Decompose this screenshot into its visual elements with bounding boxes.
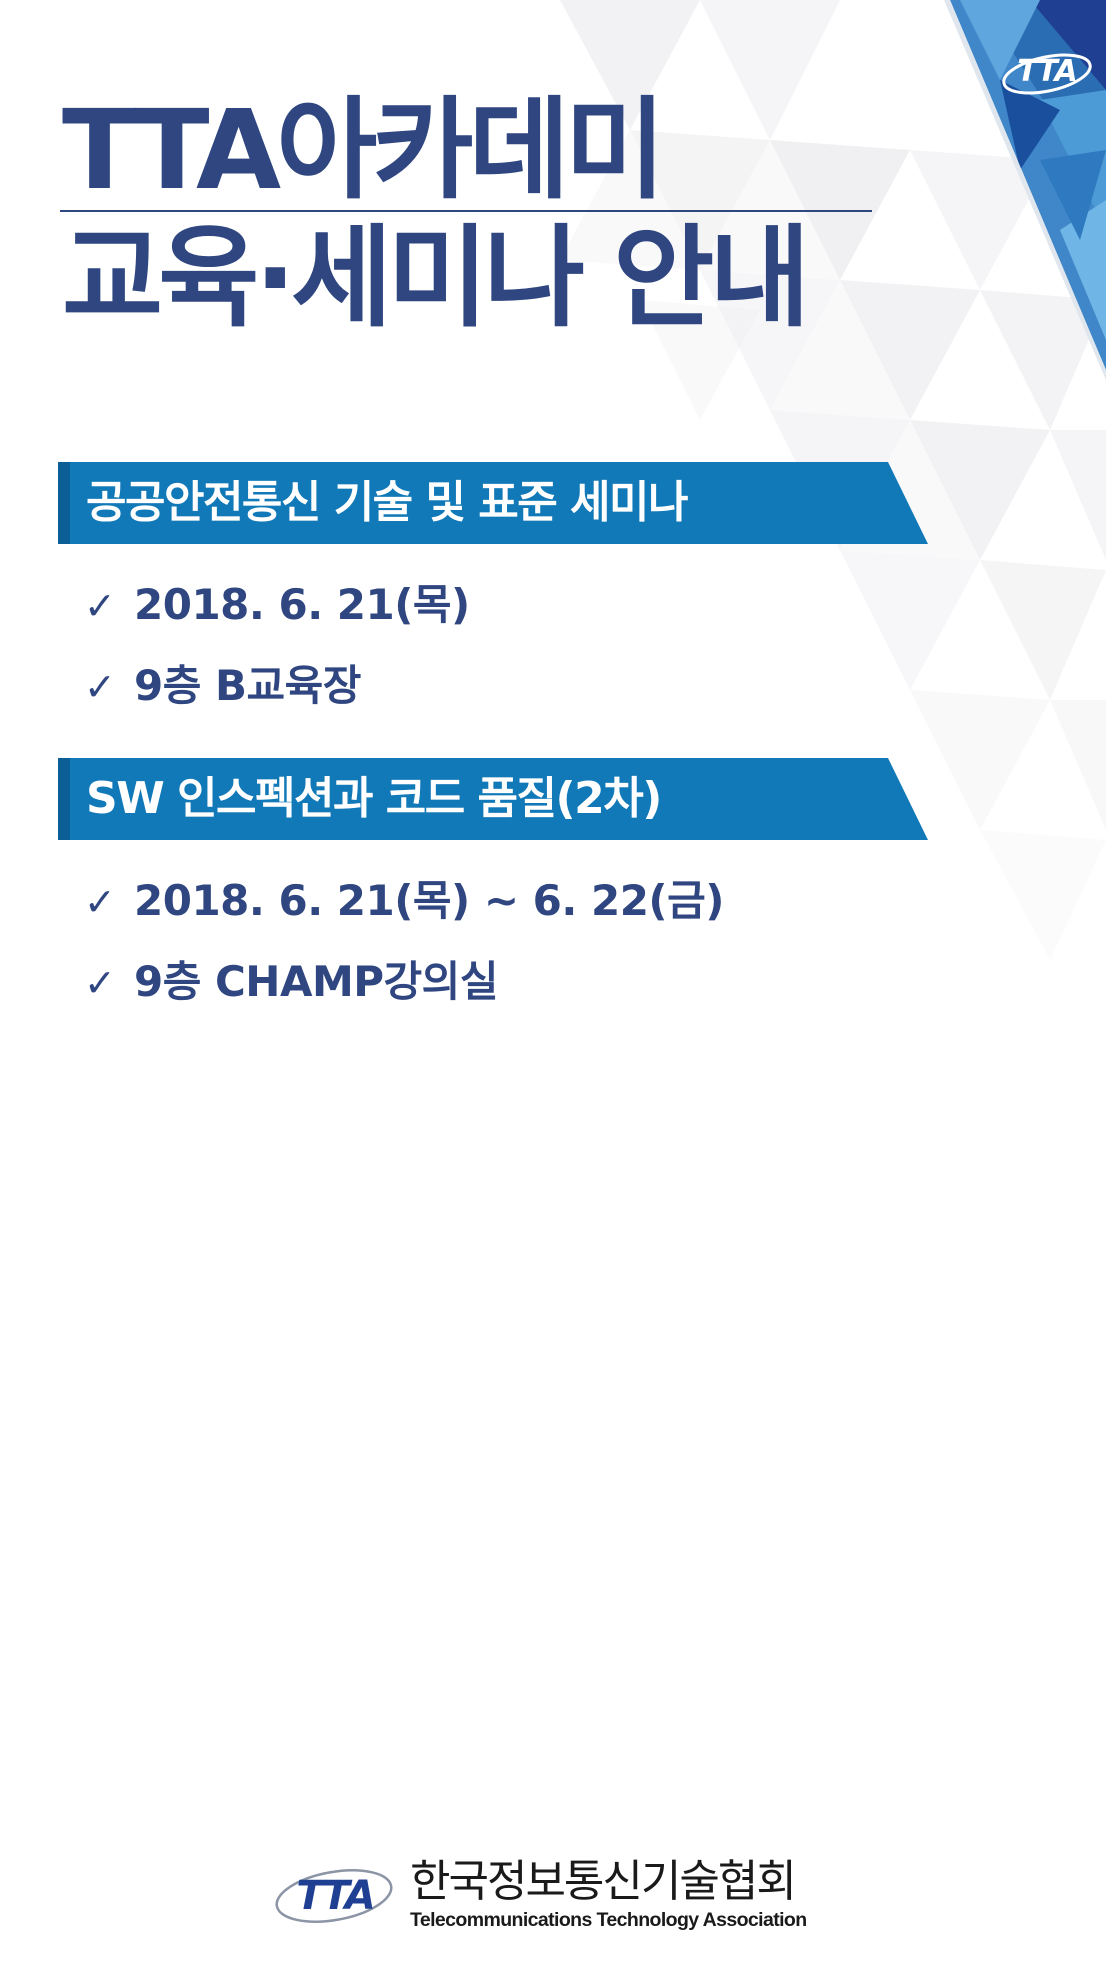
corner-logo-text: TTA [1017,54,1078,89]
tta-logo-mark: TTA [272,1858,402,1930]
detail-text: 9층 CHAMP강의실 [134,957,498,1006]
section-heading: 공공안전통신 기술 및 표준 세미나 [86,477,689,528]
detail-item-date: ✓ 2018. 6. 21(목) [84,577,470,633]
page-title-line-2: 교육·세미나 안내 [62,214,810,342]
detail-item-date: ✓ 2018. 6. 21(목) ~ 6. 22(금) [84,873,724,929]
org-name-korean: 한국정보통신기술협회 [410,1856,797,1907]
footer-tta-logo: TTA 한국정보통신기술협회 Telecommunications Techno… [272,1856,852,1932]
light-triangles [560,0,1106,960]
check-icon: ✓ [84,665,116,709]
check-icon: ✓ [84,584,116,628]
detail-text: 2018. 6. 21(목) [134,580,470,629]
detail-text: 2018. 6. 21(목) ~ 6. 22(금) [134,876,724,925]
page-title-line-1: TTA아카데미 [62,86,666,214]
footer-logo-text: TTA [296,1873,375,1919]
section-banner-sw-inspection: SW 인스펙션과 코드 품질(2차) [58,758,928,840]
title-divider [60,210,872,212]
banner-shape [58,758,928,840]
section-heading: SW 인스펙션과 코드 품질(2차) [86,773,662,824]
check-icon: ✓ [84,961,116,1005]
detail-text: 9층 B교육장 [134,661,361,710]
banner-shape [58,462,928,544]
check-icon: ✓ [84,880,116,924]
logo-ellipse-icon [275,1869,393,1923]
org-name-english: Telecommunications Technology Associatio… [410,1909,807,1931]
section-banner-seminar: 공공안전통신 기술 및 표준 세미나 [58,462,928,544]
detail-item-location: ✓ 9층 B교육장 [84,658,361,714]
logo-ellipse-icon [1002,53,1092,95]
corner-tta-logo: TTA [1000,48,1094,96]
detail-item-location: ✓ 9층 CHAMP강의실 [84,954,498,1010]
blue-corner-decoration [944,0,1106,380]
